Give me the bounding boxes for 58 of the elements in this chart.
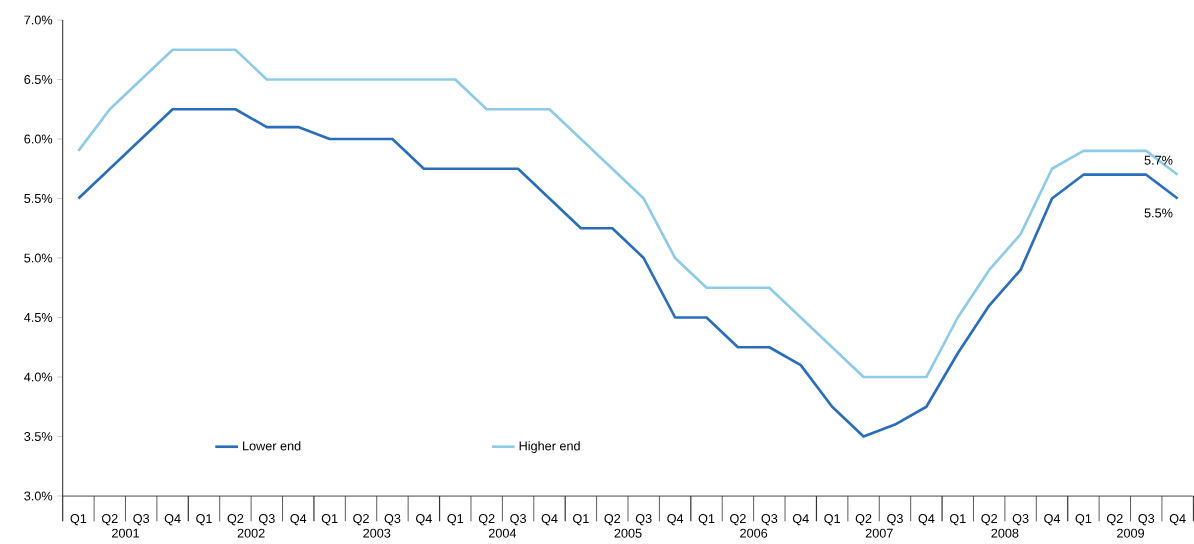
y-tick-label: 4.0% <box>24 372 53 382</box>
x-tick-label: Q3 <box>1012 514 1029 526</box>
legend-label: Higher end <box>519 441 580 453</box>
x-tick-label: Q4 <box>290 514 307 526</box>
text: 2008 <box>991 528 1019 538</box>
x-tick-label: Q4 <box>792 514 809 526</box>
x-tick-label: Q2 <box>981 514 998 526</box>
x-tick-label: Q3 <box>510 514 526 526</box>
x-tick-label: Q4 <box>164 514 181 526</box>
text: 2003 <box>363 528 391 538</box>
y-tick-label: 3.5% <box>24 432 53 441</box>
x-tick-label: Q1 <box>698 514 715 526</box>
x-tick-label: Q3 <box>1138 514 1155 526</box>
x-tick-label: Q2 <box>730 514 746 526</box>
x-tick-label: Q4 <box>1169 514 1186 526</box>
x-tick-label: Q3 <box>384 514 401 526</box>
x-tick-label: Q2 <box>478 514 495 526</box>
x-tick-label: Q4 <box>541 514 558 526</box>
text: 2001 <box>112 528 139 538</box>
x-tick-label: Q3 <box>635 514 652 526</box>
y-tick-label: 5.0% <box>24 253 53 263</box>
text: 2005 <box>614 528 642 538</box>
x-tick-label: Q4 <box>416 514 432 526</box>
text: 2007 <box>865 528 893 538</box>
x-tick-label: Q3 <box>887 514 903 526</box>
x-tick-label: Q1 <box>573 514 589 526</box>
x-tick-label: Q1 <box>447 514 464 526</box>
x-tick-label: Q3 <box>761 514 778 526</box>
x-tick-label: Q4 <box>1044 514 1061 526</box>
y-tick-label: 6.5% <box>24 75 53 84</box>
y-tick-label: 7.0% <box>24 15 53 25</box>
y-tick-label: 4.5% <box>24 313 53 322</box>
data-label: 5.7% <box>1144 155 1173 165</box>
x-tick-label: Q1 <box>1075 514 1092 526</box>
x-tick-label: Q1 <box>196 514 212 526</box>
y-tick-label: 6.0% <box>24 134 53 144</box>
x-tick-label: Q1 <box>824 514 840 526</box>
x-tick-label: Q2 <box>353 514 369 526</box>
data-label: 5.5% <box>1144 208 1173 218</box>
y-tick-label: 5.5% <box>24 194 53 203</box>
legend-label: Lower end <box>243 441 301 451</box>
x-tick-label: Q4 <box>918 514 935 526</box>
x-tick-label: Q2 <box>1106 514 1123 526</box>
x-tick-label: Q1 <box>321 514 338 526</box>
text: 2006 <box>740 528 768 538</box>
x-tick-label: Q2 <box>855 514 872 526</box>
y-tick-label: 3.0% <box>24 491 53 501</box>
text: 2009 <box>1117 528 1144 538</box>
x-tick-label: Q1 <box>949 514 966 526</box>
x-tick-label: Q1 <box>70 514 87 526</box>
x-tick-label: Q3 <box>258 514 275 526</box>
text: 2002 <box>237 528 265 538</box>
x-tick-label: Q3 <box>133 514 150 526</box>
x-tick-label: Q2 <box>227 514 244 526</box>
text: 2004 <box>488 528 517 538</box>
x-tick-label: Q4 <box>667 514 684 526</box>
x-tick-label: Q2 <box>604 514 621 526</box>
x-tick-label: Q2 <box>101 514 118 526</box>
